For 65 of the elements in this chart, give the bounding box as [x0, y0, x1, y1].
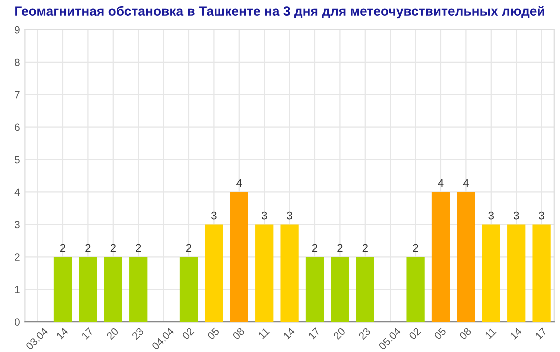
y-tick-label: 4	[14, 188, 20, 196]
bar	[331, 257, 350, 322]
x-tick-label: 23	[132, 327, 144, 340]
data-label: 3	[212, 212, 217, 220]
bar	[180, 257, 198, 322]
y-tick-label: 3	[14, 221, 20, 229]
x-tick-label: 17	[82, 328, 94, 340]
data-label: 2	[338, 244, 343, 252]
y-tick-label: 1	[15, 286, 20, 294]
bar	[256, 224, 274, 322]
y-tick-label: 9	[15, 26, 20, 34]
bar	[205, 224, 224, 322]
x-tick-label: 11	[484, 328, 497, 340]
bar	[130, 257, 148, 322]
x-tick-label: 11	[258, 328, 270, 340]
data-label: 2	[86, 244, 91, 252]
data-label: 3	[539, 212, 544, 220]
data-label: 3	[287, 212, 292, 220]
data-label: 4	[438, 180, 444, 188]
bar	[356, 257, 374, 322]
x-tick-label: 17	[535, 328, 548, 340]
data-label: 4	[463, 180, 469, 188]
data-label: 3	[488, 212, 494, 220]
x-tick-label: 02	[408, 328, 422, 340]
y-tick-label: 0	[14, 318, 20, 326]
y-tick-label: 7	[15, 91, 20, 99]
x-tick-label: 14	[510, 327, 522, 340]
bar	[280, 224, 299, 322]
data-label: 2	[136, 244, 142, 252]
bar	[532, 224, 551, 322]
x-tick-label: 05	[207, 327, 220, 340]
data-label: 3	[262, 212, 268, 220]
bar	[508, 224, 526, 322]
y-tick-label: 5	[14, 156, 20, 164]
bar	[104, 257, 122, 322]
data-label: 4	[236, 180, 242, 188]
data-label: 2	[312, 244, 318, 252]
data-label: 2	[110, 244, 116, 252]
bar	[79, 257, 98, 322]
bar	[54, 257, 72, 322]
bar	[306, 257, 324, 322]
data-label: 2	[413, 244, 418, 252]
y-tick-label: 2	[15, 254, 20, 261]
data-label: 2	[186, 244, 192, 252]
data-label: 3	[514, 212, 520, 220]
x-tick-label: 05	[434, 327, 447, 340]
chart-title: Геомагнитная обстановка в Ташкенте на 3 дня для метеочувствительных людей	[16, 6, 544, 19]
data-label: 2	[362, 244, 368, 252]
data-label: 2	[60, 244, 66, 252]
y-tick-label: 8	[15, 58, 20, 66]
bar	[432, 192, 450, 322]
x-tick-label: 08	[232, 327, 246, 340]
bar	[230, 192, 248, 322]
x-tick-label: 08	[459, 327, 472, 340]
x-tick-label: 02	[182, 328, 195, 340]
x-tick-label: 14	[283, 327, 296, 340]
x-tick-label: 23	[358, 327, 372, 340]
y-tick-label: 6	[15, 124, 20, 132]
x-tick-label: 14	[56, 327, 69, 340]
bar	[457, 192, 476, 322]
bar	[406, 257, 425, 322]
x-tick-label: 17	[308, 328, 321, 340]
x-tick-label: 20	[333, 327, 346, 340]
bar	[482, 224, 500, 322]
x-tick-label: 20	[106, 327, 120, 340]
